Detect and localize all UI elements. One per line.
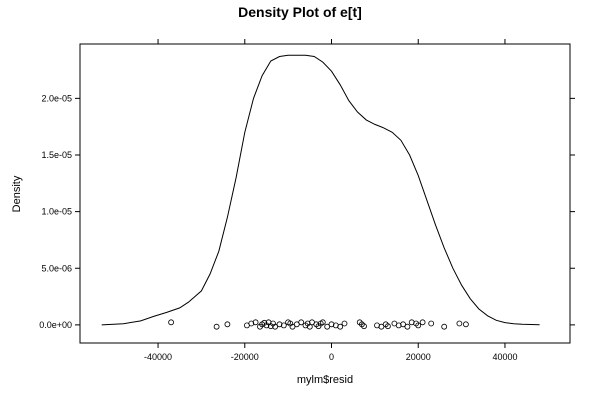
- rug-point: [289, 323, 296, 330]
- rug-point: [384, 323, 391, 330]
- rug-point: [419, 319, 426, 326]
- rug-point: [224, 321, 231, 328]
- y-tick-label: 5.0e-06: [41, 263, 72, 273]
- x-axis: -40000 -20000 0 20000 40000: [144, 39, 517, 362]
- chart-title: Density Plot of e[t]: [238, 4, 362, 20]
- rug-point: [378, 323, 385, 330]
- rug-point: [213, 323, 220, 330]
- rug-point: [280, 322, 287, 329]
- rug-point: [252, 319, 259, 326]
- rug-point: [276, 321, 283, 328]
- rug-point: [361, 323, 367, 330]
- x-tick-label: -40000: [144, 352, 172, 362]
- rug-point: [456, 320, 463, 327]
- rug-point: [337, 323, 344, 330]
- rug-point: [168, 319, 175, 326]
- rug-point: [324, 323, 331, 330]
- density-curve: [101, 54, 540, 326]
- rug-point: [462, 321, 469, 328]
- rug-point: [319, 319, 326, 326]
- rug-point: [441, 323, 448, 330]
- rug-point: [341, 320, 348, 327]
- rug-points: [168, 319, 469, 330]
- x-tick-label: -20000: [231, 352, 259, 362]
- rug-point: [298, 319, 305, 326]
- rug-point: [400, 321, 407, 328]
- x-tick-label: 40000: [492, 352, 517, 362]
- y-tick-label: 0.0e+00: [39, 320, 72, 330]
- y-tick-label: 1.5e-05: [41, 150, 72, 160]
- rug-point: [428, 320, 435, 327]
- plot-frame: [79, 43, 571, 344]
- rug-point: [272, 323, 279, 330]
- rug-point: [306, 323, 313, 330]
- x-axis-label: mylm$resid: [297, 374, 353, 386]
- y-tick-label: 1.0e-05: [41, 207, 72, 217]
- rug-point: [404, 323, 411, 330]
- x-tick-label: 0: [329, 352, 334, 362]
- y-axis-label: Density: [11, 175, 23, 212]
- y-tick-label: 2.0e-05: [41, 93, 72, 103]
- rug-point: [248, 320, 255, 327]
- y-axis: 0.0e+00 5.0e-06 1.0e-05 1.5e-05 2.0e-05: [39, 93, 575, 330]
- rug-point: [415, 322, 422, 329]
- rug-point: [328, 321, 335, 328]
- x-tick-label: 20000: [406, 352, 431, 362]
